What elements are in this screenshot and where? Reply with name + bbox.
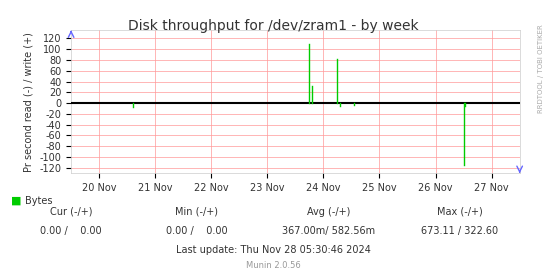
- Text: 673.11 / 322.60: 673.11 / 322.60: [421, 226, 498, 236]
- Text: ■: ■: [11, 196, 21, 206]
- Text: RRDTOOL / TOBI OETIKER: RRDTOOL / TOBI OETIKER: [538, 24, 544, 113]
- Text: Max (-/+): Max (-/+): [437, 207, 482, 217]
- Text: 367.00m/ 582.56m: 367.00m/ 582.56m: [282, 226, 375, 236]
- Text: Munin 2.0.56: Munin 2.0.56: [246, 260, 301, 270]
- Text: Min (-/+): Min (-/+): [176, 207, 218, 217]
- Text: Disk throughput for /dev/zram1 - by week: Disk throughput for /dev/zram1 - by week: [128, 19, 419, 33]
- Y-axis label: Pr second read (-) / write (+): Pr second read (-) / write (+): [24, 32, 34, 172]
- Text: Cur (-/+): Cur (-/+): [50, 207, 92, 217]
- Text: Last update: Thu Nov 28 05:30:46 2024: Last update: Thu Nov 28 05:30:46 2024: [176, 245, 371, 255]
- Text: 0.00 /    0.00: 0.00 / 0.00: [40, 226, 102, 236]
- Text: 0.00 /    0.00: 0.00 / 0.00: [166, 226, 228, 236]
- Text: Bytes: Bytes: [25, 196, 52, 206]
- Text: Avg (-/+): Avg (-/+): [306, 207, 350, 217]
